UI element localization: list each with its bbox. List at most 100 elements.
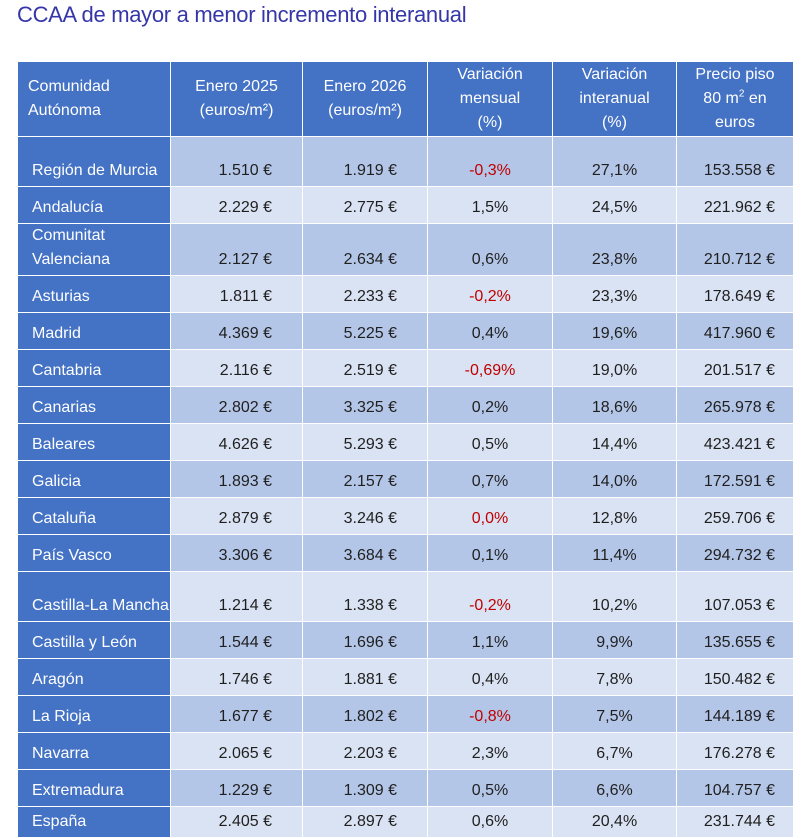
cell-region: España [17, 806, 171, 838]
cell-enero2025: 1.510 € [170, 136, 303, 187]
cell-enero2026: 1.919 € [302, 136, 428, 187]
cell-precio: 294.732 € [676, 534, 794, 572]
cell-precio: 221.962 € [676, 186, 794, 224]
cell-enero2025: 1.746 € [170, 658, 303, 696]
table-row: País Vasco 3.306 €3.684 €0,1% 11,4% 294.732… [17, 534, 794, 572]
header-line: (euros/m²) [328, 102, 402, 119]
cell-region: Madrid [17, 312, 171, 350]
header-line: Precio piso [695, 66, 775, 83]
cell-enero2026: 5.225 € [302, 312, 428, 350]
table-row: Asturias 1.811 €2.233 € -0,2% 23,3% 178.649 … [17, 275, 794, 313]
cell-enero2025: 2.229 € [170, 186, 303, 224]
cell-region: Galicia [17, 460, 171, 498]
cell-region: Navarra [17, 732, 171, 770]
cell-precio: 104.757 € [676, 769, 794, 807]
cell-interanual: 6,6% [552, 769, 677, 807]
table-row: Baleares 4.626 €5.293 €0,5% 14,4% 423.421 € [17, 423, 794, 461]
cell-mensual: 0,0% [427, 497, 553, 535]
cell-mensual: 0,1% [427, 534, 553, 572]
header-row: Comunidad Autónoma Enero 2025 (euros/m²)… [17, 61, 794, 137]
cell-mensual: 0,5% [427, 423, 553, 461]
cell-mensual: 0,6% [427, 806, 553, 838]
header-line: Variación [457, 66, 523, 83]
cell-mensual: -0,2% [427, 571, 553, 622]
table-row: Galicia 1.893 €2.157 €0,7% 14,0% 172.591 € [17, 460, 794, 498]
cell-enero2025: 2.127 € [170, 223, 303, 276]
cell-region: Asturias [17, 275, 171, 313]
header-line: 80 m [703, 90, 739, 107]
table-row: Navarra 2.065 €2.203 €2,3% 6,7% 176.278 € [17, 732, 794, 770]
cell-precio: 210.712 € [676, 223, 794, 276]
header-enero2025: Enero 2025 (euros/m²) [170, 61, 303, 137]
header-line: interanual [579, 90, 650, 107]
cell-precio: 144.189 € [676, 695, 794, 733]
cell-enero2025: 3.306 € [170, 534, 303, 572]
cell-precio: 153.558 € [676, 136, 794, 187]
cell-enero2026: 2.897 € [302, 806, 428, 838]
header-line: en [744, 90, 767, 107]
cell-precio: 178.649 € [676, 275, 794, 313]
header-line: Enero 2026 [323, 78, 407, 95]
cell-enero2025: 4.369 € [170, 312, 303, 350]
cell-region: Baleares [17, 423, 171, 461]
page-title: CCAA de mayor a menor incremento interan… [17, 2, 467, 27]
table-row: Castilla-La Mancha 1.214 €1.338 € -0,2% 10,… [17, 571, 794, 622]
table-row: Extremadura 1.229 €1.309 €0,5% 6,6% 104.757… [17, 769, 794, 807]
cell-mensual: 2,3% [427, 732, 553, 770]
cell-interanual: 18,6% [552, 386, 677, 424]
cell-precio: 176.278 € [676, 732, 794, 770]
cell-region: Cantabria [17, 349, 171, 387]
cell-region: La Rioja [17, 695, 171, 733]
cell-interanual: 24,5% [552, 186, 677, 224]
table-row: Canarias 2.802 €3.325 €0,2% 18,6% 265.978 € [17, 386, 794, 424]
header-enero2026: Enero 2026 (euros/m²) [302, 61, 428, 137]
table-row: Región de Murcia 1.510 €1.919 € -0,3% 27,1%… [17, 136, 794, 187]
cell-enero2025: 1.677 € [170, 695, 303, 733]
table-row: La Rioja 1.677 €1.802 € -0,8% 7,5% 144.189 € [17, 695, 794, 733]
table-row: Cataluña 2.879 €3.246 €0,0% 12,8% 259.706 € [17, 497, 794, 535]
cell-enero2026: 2.775 € [302, 186, 428, 224]
table-row: España 2.405 €2.897 €0,6% 20,4% 231.744 € [17, 806, 794, 838]
table-row: Madrid 4.369 €5.225 €0,4% 19,6% 417.960 € [17, 312, 794, 350]
cell-interanual: 11,4% [552, 534, 677, 572]
table-row: Comunitat Valenciana 2.127 €2.634 €0,6% 23… [17, 223, 794, 276]
cell-enero2025: 2.879 € [170, 497, 303, 535]
cell-interanual: 27,1% [552, 136, 677, 187]
cell-region: País Vasco [17, 534, 171, 572]
cell-precio: 107.053 € [676, 571, 794, 622]
cell-mensual: 0,2% [427, 386, 553, 424]
cell-interanual: 9,9% [552, 621, 677, 659]
cell-interanual: 12,8% [552, 497, 677, 535]
cell-enero2026: 1.881 € [302, 658, 428, 696]
cell-enero2026: 1.338 € [302, 571, 428, 622]
cell-enero2025: 1.544 € [170, 621, 303, 659]
header-line: (%) [477, 114, 503, 131]
cell-enero2025: 2.065 € [170, 732, 303, 770]
cell-interanual: 14,4% [552, 423, 677, 461]
header-line: (euros/m²) [199, 102, 274, 119]
cell-enero2026: 2.157 € [302, 460, 428, 498]
table-row: Andalucía 2.229 €2.775 €1,5% 24,5% 221.962 … [17, 186, 794, 224]
header-mensual: Variación mensual (%) [427, 61, 553, 137]
cell-interanual: 14,0% [552, 460, 677, 498]
cell-precio: 150.482 € [676, 658, 794, 696]
cell-enero2025: 1.893 € [170, 460, 303, 498]
header-line: Enero 2025 [195, 78, 278, 95]
cell-interanual: 6,7% [552, 732, 677, 770]
cell-enero2025: 2.405 € [170, 806, 303, 838]
cell-interanual: 19,0% [552, 349, 677, 387]
cell-mensual: 0,5% [427, 769, 553, 807]
cell-region: Castilla y León [17, 621, 171, 659]
cell-mensual: 1,5% [427, 186, 553, 224]
cell-enero2026: 2.519 € [302, 349, 428, 387]
cell-interanual: 19,6% [552, 312, 677, 350]
cell-interanual: 23,3% [552, 275, 677, 313]
cell-enero2025: 2.116 € [170, 349, 303, 387]
cell-region: Castilla-La Mancha [17, 571, 171, 622]
header-line: (%) [602, 114, 627, 131]
cell-interanual: 7,5% [552, 695, 677, 733]
header-precio: Precio piso 80 m2 en euros [676, 61, 794, 137]
header-line: Autónoma [28, 102, 101, 119]
cell-enero2025: 4.626 € [170, 423, 303, 461]
superscript: 2 [738, 88, 745, 100]
